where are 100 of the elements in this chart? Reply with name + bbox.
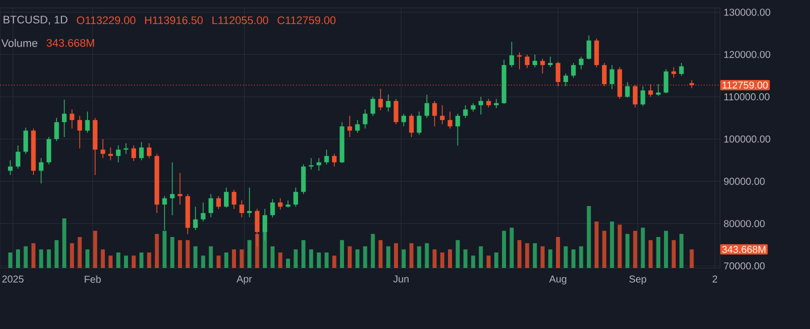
bar (78, 237, 82, 268)
bar (232, 249, 236, 268)
bar (70, 243, 74, 268)
candlestick (524, 54, 530, 68)
bar (116, 252, 120, 268)
bar (100, 249, 105, 268)
y-tick-label: 70000.00 (724, 262, 765, 270)
candlestick (463, 104, 468, 118)
bar (186, 240, 190, 268)
candlestick (116, 145, 121, 163)
candlestick (671, 66, 676, 78)
bar (85, 249, 90, 268)
text: 343.668M (722, 246, 766, 253)
bar (424, 243, 429, 268)
bar (602, 230, 606, 268)
candlestick (571, 62, 576, 78)
bar (201, 256, 206, 268)
bar (16, 249, 20, 268)
y-tick-label: 120000.00 (724, 50, 770, 58)
bar (478, 246, 483, 268)
candlestick (664, 68, 668, 94)
bar (294, 249, 298, 268)
chart-title: Volume (1, 38, 38, 47)
y-tick-label: 90000.00 (724, 178, 765, 185)
bar (586, 206, 591, 268)
bar (494, 252, 498, 268)
candlestick (100, 138, 106, 158)
candlestick (610, 64, 614, 90)
candlestick (409, 113, 414, 138)
candlestick (640, 86, 646, 106)
bar (363, 246, 368, 268)
bar (324, 252, 329, 268)
ref-line-label: 112759.00 (722, 82, 768, 89)
bar (564, 246, 568, 268)
candlestick (332, 153, 337, 167)
candlestick (478, 96, 484, 115)
candlestick (54, 118, 59, 142)
bar (208, 246, 213, 268)
bar (594, 222, 599, 268)
candlestick (139, 142, 144, 161)
annotation: O113229.00 (76, 16, 136, 24)
candlestick (46, 136, 52, 165)
candlestick (70, 109, 74, 129)
bar (510, 228, 514, 268)
bar (316, 252, 321, 268)
candlestick (239, 200, 244, 218)
bar (618, 224, 622, 268)
annotation: 343.668M (46, 39, 94, 47)
candlestick (509, 41, 514, 68)
bar (170, 237, 174, 268)
bar (625, 234, 630, 268)
annotation: L112055.00 (212, 16, 268, 24)
bar (525, 243, 530, 268)
bar (340, 240, 344, 268)
candlestick (386, 94, 391, 112)
bar (247, 240, 252, 268)
candlestick (347, 115, 352, 138)
candlestick (394, 98, 398, 125)
candlestick (455, 113, 460, 146)
bar (178, 240, 182, 268)
annotation: H113916.50 (145, 16, 203, 24)
bar (154, 234, 159, 268)
bar (332, 256, 336, 268)
bar (394, 243, 398, 268)
bar (633, 230, 638, 268)
bar (640, 228, 645, 268)
candlestick (108, 147, 113, 161)
y-tick-label: 110000.00 (724, 93, 770, 100)
bar (672, 240, 676, 268)
x-tick-label: Sep (629, 276, 646, 285)
bar (448, 249, 452, 268)
bar (456, 240, 460, 268)
candlestick (679, 62, 684, 76)
bar (124, 256, 128, 268)
candlestick (401, 113, 406, 127)
candlestick (23, 127, 28, 154)
candlestick (77, 115, 82, 149)
bar (463, 249, 468, 268)
bar (286, 258, 290, 268)
annotation: C112759.00 (278, 16, 336, 24)
candlestick (494, 98, 499, 109)
bar (370, 234, 375, 268)
candlestick (362, 109, 368, 129)
candlestick (424, 94, 430, 118)
candlestick (8, 160, 13, 176)
candlestick (131, 145, 136, 162)
candlestick (208, 194, 214, 218)
bar (486, 256, 491, 268)
x-tick-label: Aug (549, 276, 566, 284)
y-tick-label: 80000.00 (724, 220, 765, 228)
bar (432, 249, 437, 268)
bar (610, 222, 614, 268)
bar (108, 256, 113, 268)
bar (517, 240, 522, 268)
bar (348, 246, 352, 268)
bar (270, 246, 275, 268)
y-tick-label: 100000.00 (724, 136, 770, 143)
bar (532, 243, 537, 268)
text: BTCUSD, 1D (4, 16, 68, 25)
candlestick (548, 56, 553, 68)
